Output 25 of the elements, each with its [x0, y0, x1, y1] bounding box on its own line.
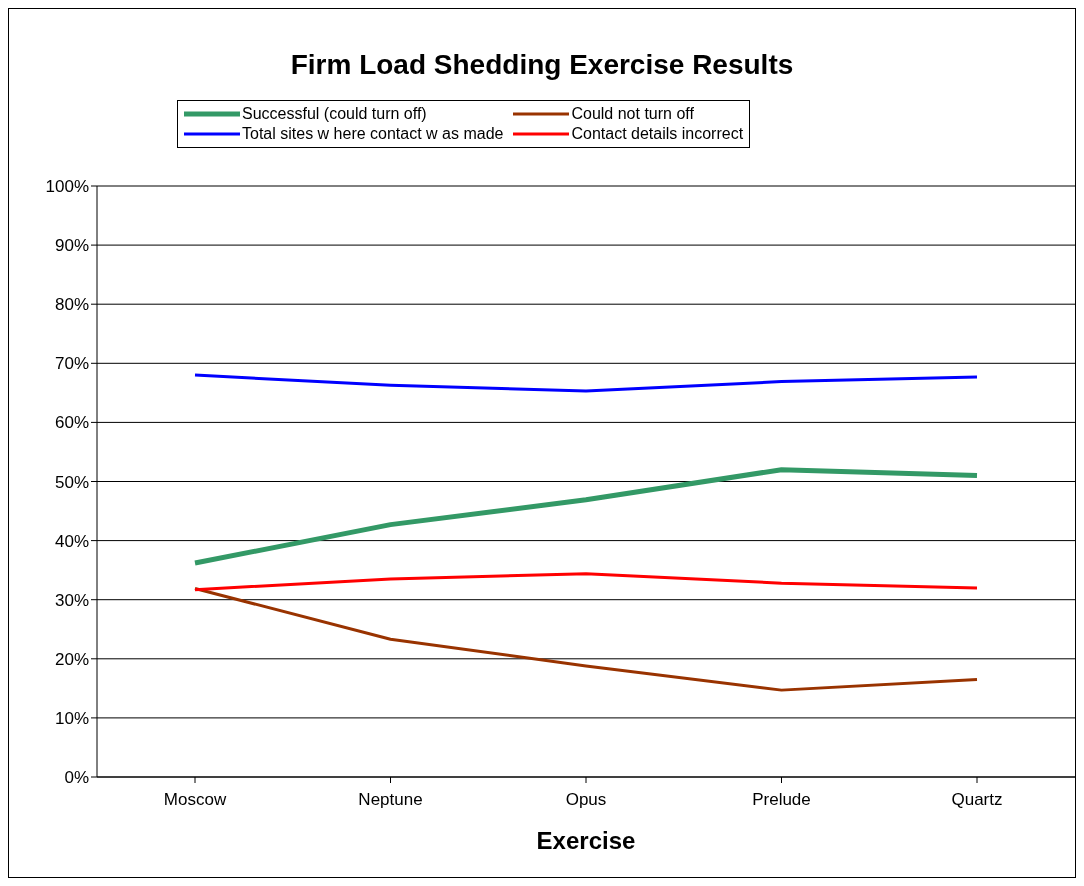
line-series [193, 586, 979, 692]
x-tick-label: Opus [565, 790, 607, 810]
legend-label: Could not turn off [571, 105, 694, 123]
y-tick-label: 20% [54, 649, 89, 669]
y-tick-label: 80% [54, 295, 89, 315]
legend-label: Successful (could turn off) [242, 105, 427, 123]
x-tick-label: Quartz [951, 790, 1003, 810]
x-tick-label: Prelude [752, 790, 811, 810]
y-tick-label: 60% [54, 413, 89, 433]
line-series [193, 373, 979, 393]
legend-label: Total sites w here contact w as made [242, 125, 504, 143]
y-tick-label: 30% [54, 590, 89, 610]
x-axis-title: Exercise [536, 827, 636, 854]
y-tick-label: 0% [64, 768, 89, 788]
chart-title: Firm Load Shedding Exercise Results [289, 49, 795, 81]
legend-label: Contact details incorrect [571, 125, 744, 143]
y-tick-label: 40% [54, 531, 89, 551]
y-tick-label: 70% [54, 354, 89, 374]
y-tick-label: 90% [54, 236, 89, 256]
line-series [193, 572, 979, 592]
y-tick-label: 10% [54, 708, 89, 728]
y-tick-label: 100% [45, 177, 89, 197]
y-tick-label: 50% [54, 472, 89, 492]
x-tick-label: Neptune [358, 790, 423, 810]
x-tick-label: Moscow [163, 790, 227, 810]
